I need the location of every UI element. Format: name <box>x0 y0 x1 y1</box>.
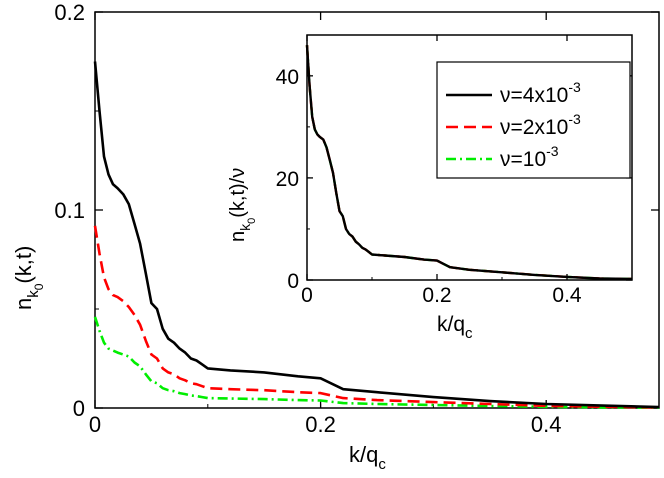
inset-ylabel-args: (k,t)/ν <box>227 168 249 218</box>
main-series-line-2 <box>93 316 660 409</box>
inset-ytick-label: 0 <box>287 270 299 293</box>
main-ylabel-k: k <box>25 290 42 298</box>
legend-samples <box>446 93 492 161</box>
main-ylabel-zero: 0 <box>32 283 46 290</box>
main-ytick-label: 0 <box>73 396 85 421</box>
main-xlabel-text: k/q <box>349 442 378 467</box>
main-ylabel-args: (k,t) <box>11 246 36 284</box>
main-ylabel-n: n <box>11 298 36 310</box>
inset-series-group <box>305 45 633 281</box>
main-ytick-label: 0.1 <box>54 198 85 223</box>
inset-ylabel-zero: 0 <box>246 218 258 224</box>
legend-label-2: ν=10-3 <box>500 143 559 171</box>
inset-axis-ticks: 0 0.2 0.4 0 20 40 <box>276 35 633 307</box>
main-series-group <box>93 61 660 409</box>
main-xlabel-sub: c <box>378 456 386 473</box>
inset-ytick-label: 20 <box>276 168 299 191</box>
main-xtick-label: 0 <box>89 412 101 437</box>
inset-xlabel-text: k/q <box>437 313 465 336</box>
inset-xtick-label: 0.4 <box>552 284 582 307</box>
legend-label-2-exp: -3 <box>546 143 559 159</box>
legend-label-2-text: ν=10 <box>500 148 546 171</box>
main-y-axis-label: nk0(k,t) <box>11 246 46 310</box>
main-ytick-label: 0.2 <box>54 0 85 25</box>
legend: ν=4x10-3 ν=2x10-3 ν=10-3 <box>436 61 631 179</box>
inset-y-axis-label: nk0(k,t)/ν <box>227 168 258 242</box>
legend-label-1-text: ν=2x10 <box>500 116 568 139</box>
inset-xtick-label: 0 <box>301 284 313 307</box>
inset-xlabel-sub: c <box>465 325 473 342</box>
main-x-axis-label: k/qc <box>349 442 386 473</box>
inset-ylabel-n: n <box>227 231 249 242</box>
main-series-line-0 <box>93 61 660 409</box>
inset-x-axis-label: k/qc <box>437 313 473 342</box>
inset-series-line-0 <box>305 45 633 281</box>
legend-label-0: ν=4x10-3 <box>500 79 581 107</box>
legend-label-1: ν=2x10-3 <box>500 111 581 139</box>
main-series-line-1 <box>93 225 660 409</box>
main-xtick-label: 0.2 <box>305 412 336 437</box>
legend-label-0-text: ν=4x10 <box>500 84 568 107</box>
legend-label-0-exp: -3 <box>568 79 581 95</box>
inset-ylabel-k: k <box>237 223 253 231</box>
inset-ytick-label: 40 <box>276 66 299 89</box>
main-xtick-label: 0.4 <box>531 412 562 437</box>
legend-label-1-exp: -3 <box>568 111 581 127</box>
inset-xtick-label: 0.2 <box>422 284 451 307</box>
inset-plot-frame <box>306 34 633 281</box>
